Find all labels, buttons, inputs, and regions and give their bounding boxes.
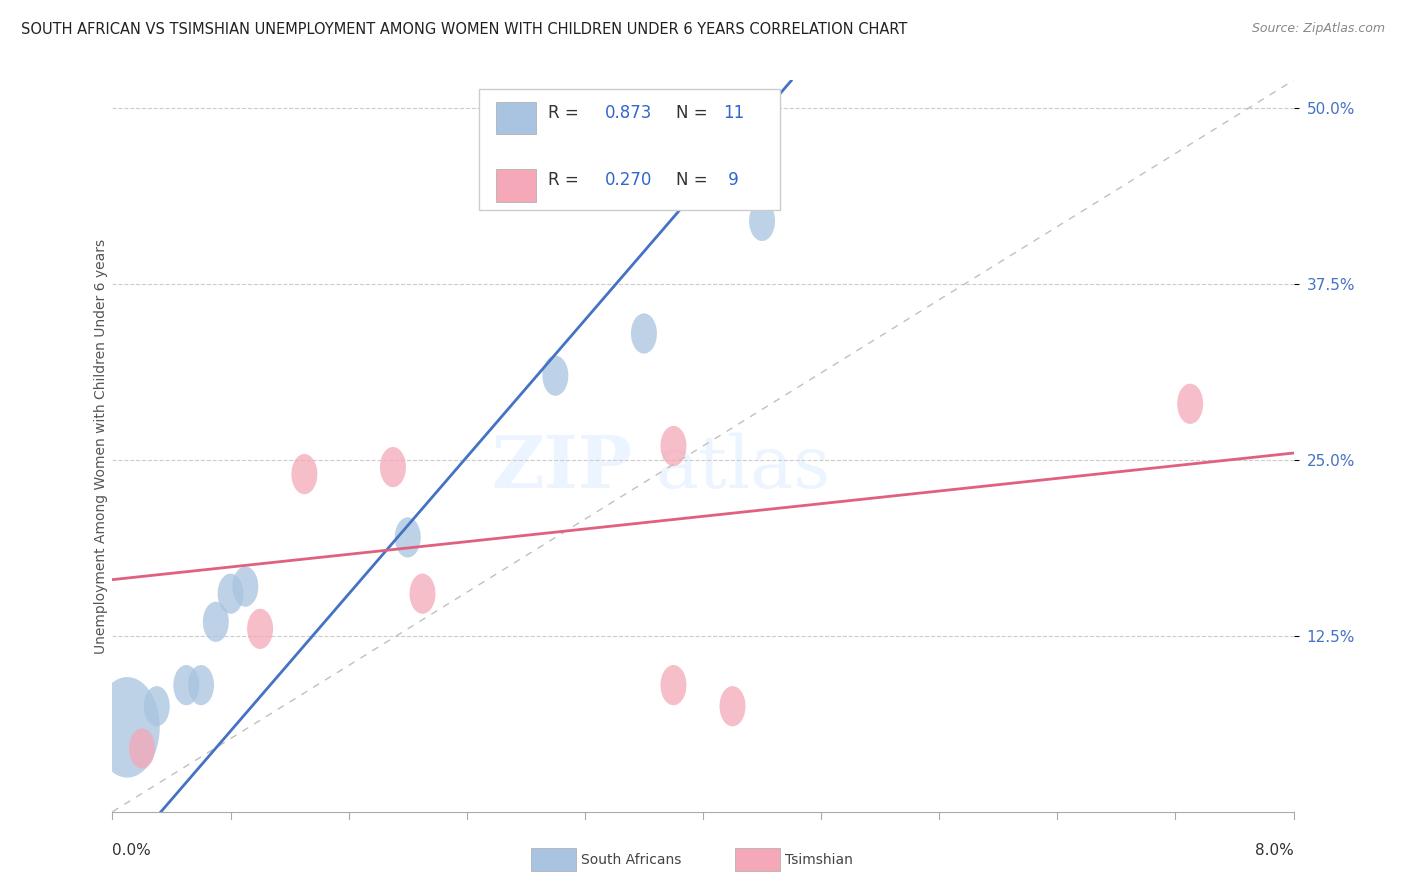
Ellipse shape (202, 602, 229, 642)
FancyBboxPatch shape (478, 89, 780, 210)
FancyBboxPatch shape (496, 169, 537, 202)
Ellipse shape (631, 313, 657, 353)
Ellipse shape (143, 686, 170, 726)
Text: 0.0%: 0.0% (112, 843, 152, 858)
Ellipse shape (94, 677, 160, 778)
Ellipse shape (749, 201, 775, 241)
Text: 9: 9 (723, 171, 738, 189)
Y-axis label: Unemployment Among Women with Children Under 6 years: Unemployment Among Women with Children U… (94, 238, 108, 654)
Ellipse shape (380, 447, 406, 487)
Text: N =: N = (676, 104, 713, 122)
FancyBboxPatch shape (496, 102, 537, 135)
Text: R =: R = (548, 171, 585, 189)
Ellipse shape (129, 728, 155, 769)
Ellipse shape (661, 425, 686, 467)
Text: atlas: atlas (655, 433, 831, 503)
Ellipse shape (291, 454, 318, 494)
Text: 11: 11 (723, 104, 744, 122)
Ellipse shape (661, 665, 686, 706)
Ellipse shape (173, 665, 200, 706)
Text: 0.873: 0.873 (605, 104, 652, 122)
Ellipse shape (543, 356, 568, 396)
Ellipse shape (188, 665, 214, 706)
Ellipse shape (247, 608, 273, 649)
Ellipse shape (720, 686, 745, 726)
Text: N =: N = (676, 171, 713, 189)
Ellipse shape (1177, 384, 1204, 424)
Text: R =: R = (548, 104, 585, 122)
Text: Source: ZipAtlas.com: Source: ZipAtlas.com (1251, 22, 1385, 36)
Text: Tsimshian: Tsimshian (785, 853, 852, 867)
Ellipse shape (218, 574, 243, 614)
Text: SOUTH AFRICAN VS TSIMSHIAN UNEMPLOYMENT AMONG WOMEN WITH CHILDREN UNDER 6 YEARS : SOUTH AFRICAN VS TSIMSHIAN UNEMPLOYMENT … (21, 22, 907, 37)
Text: South Africans: South Africans (581, 853, 681, 867)
Ellipse shape (395, 517, 420, 558)
Ellipse shape (409, 574, 436, 614)
Text: 8.0%: 8.0% (1254, 843, 1294, 858)
Text: ZIP: ZIP (491, 433, 633, 503)
Text: 0.270: 0.270 (605, 171, 652, 189)
Ellipse shape (232, 566, 259, 607)
